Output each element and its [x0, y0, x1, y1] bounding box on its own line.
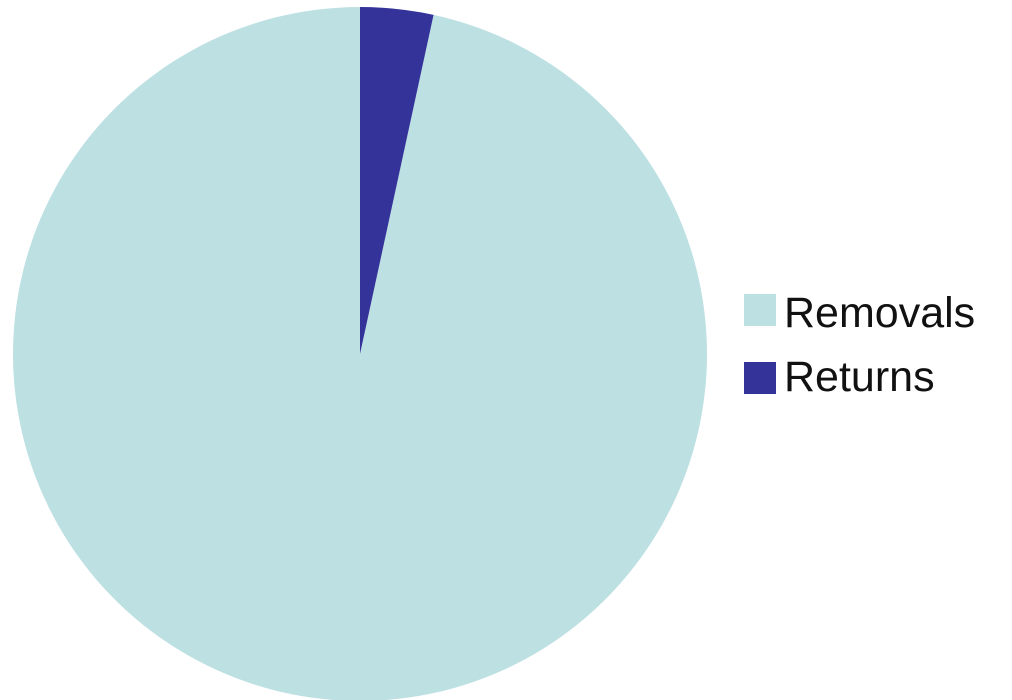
legend-entry-returns: Returns [744, 353, 935, 401]
legend-swatch-removals [744, 294, 776, 326]
pie-slices [13, 7, 707, 700]
legend-label-returns: Returns [784, 353, 935, 401]
legend-label-removals: Removals [784, 289, 975, 337]
legend-entry-removals: Removals [744, 289, 975, 337]
legend-swatch-returns [744, 362, 776, 394]
chart-legend: Removals Returns [744, 289, 975, 401]
pie-slice-returns [360, 7, 434, 354]
pie-slice-removals [13, 7, 707, 700]
